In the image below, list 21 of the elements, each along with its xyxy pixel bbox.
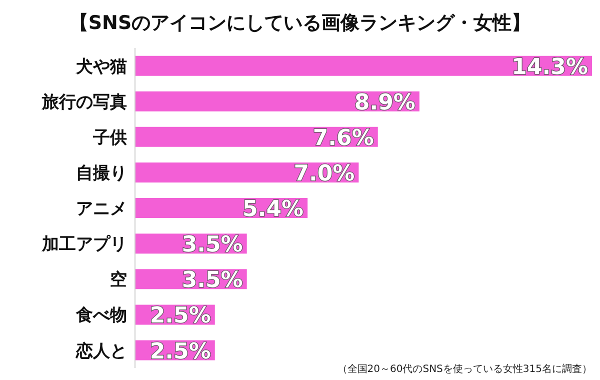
annotation: （全国20～60代のSNSを使っている女性315名に調査） [337, 362, 592, 376]
y-tick-label: アニメ [76, 199, 127, 220]
data-label: 3.5% [182, 232, 243, 258]
bar [135, 56, 592, 76]
y-tick-label: 加工アプリ [41, 234, 127, 255]
data-label: 7.6% [312, 126, 374, 151]
y-tick-label: 自撮り [76, 163, 127, 184]
data-label: 2.5% [150, 339, 211, 364]
y-tick-label: 犬や猫 [75, 56, 127, 77]
y-tick-label: 子供 [92, 128, 127, 148]
data-label: 5.4% [242, 197, 304, 222]
data-label: 3.5% [182, 268, 243, 294]
y-tick-label: 旅行の写真 [41, 92, 127, 112]
data-label: 2.5% [150, 304, 211, 329]
data-label: 8.9% [354, 90, 416, 116]
data-label: 7.0% [294, 161, 355, 186]
chart-title: 【SNSのアイコンにしている画像ランキング・女性】 [68, 11, 532, 36]
y-tick-label: 恋人と [75, 341, 127, 362]
data-label: 14.3% [512, 54, 588, 80]
y-tick-label: 空 [110, 270, 127, 290]
y-tick-label: 食べ物 [75, 306, 127, 326]
